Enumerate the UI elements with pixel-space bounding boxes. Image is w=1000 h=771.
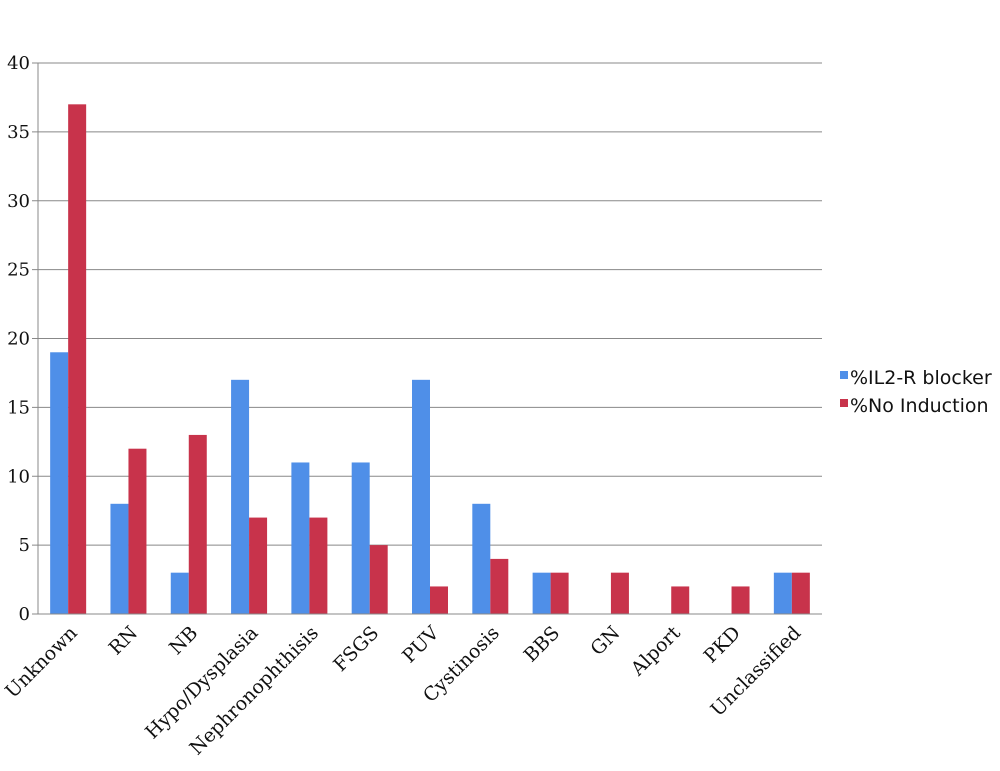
bar-il2r-blocker — [351, 462, 370, 614]
bar-no-induction — [249, 517, 268, 614]
x-tick-labels: Unknown RN NBHypo/DysplasiaNephronophthisi… — [1, 622, 805, 760]
axes — [32, 62, 822, 615]
y-tick-label: 30 — [7, 191, 30, 212]
y-tick-label: 35 — [7, 122, 30, 143]
y-tick-label: 5 — [19, 535, 30, 556]
bar-il2r-blocker — [50, 352, 69, 614]
y-tick-label: 10 — [7, 466, 30, 487]
y-tick-labels: 0 5 10 15 20 25 30 35 40 — [7, 53, 30, 625]
x-tick-label: Hypo/Dysplasia — [141, 622, 262, 743]
bar-no-induction — [188, 434, 207, 614]
bar-no-induction — [430, 586, 448, 614]
bar-no-induction — [791, 572, 810, 614]
x-tick-label: Alport — [626, 622, 685, 681]
legend-label: %IL2-R blocker — [850, 367, 992, 389]
x-tick-label: PKD — [700, 622, 745, 667]
bar-il2r-blocker — [291, 462, 310, 614]
y-tick-label: 0 — [19, 604, 30, 625]
y-tick-label: 15 — [7, 397, 30, 418]
bar-il2r-blocker — [532, 572, 551, 614]
x-tick-label: Unknown — [1, 622, 82, 703]
bar-no-induction — [68, 104, 87, 614]
x-tick-label: GN — [586, 622, 624, 660]
x-tick-label: PUV — [398, 622, 444, 668]
bar-no-induction — [731, 586, 750, 614]
bar-il2r-blocker — [472, 503, 491, 614]
bar-no-induction — [309, 517, 328, 614]
x-tick-label: RN — [105, 622, 142, 659]
x-tick-label: NB — [165, 622, 202, 659]
bar-il2r-blocker — [170, 572, 189, 614]
y-tick-label: 40 — [7, 53, 30, 74]
y-tick-label: 20 — [7, 329, 30, 350]
bars — [50, 104, 810, 614]
bar-no-induction — [550, 572, 569, 614]
y-tick-label: 25 — [7, 260, 30, 281]
bar-il2r-blocker — [412, 379, 430, 614]
bar-no-induction — [128, 448, 147, 614]
bar-no-induction — [369, 545, 388, 614]
legend: %IL2-R blocker %No Induction — [840, 367, 992, 417]
bar-il2r-blocker — [773, 572, 792, 614]
x-tick-label: BBS — [520, 622, 565, 667]
bar-il2r-blocker — [110, 503, 129, 614]
x-tick-label: FSGS — [329, 622, 383, 676]
bar-il2r-blocker — [231, 379, 250, 614]
legend-swatch — [840, 371, 848, 379]
legend-label: %No Induction — [850, 395, 989, 417]
legend-swatch — [840, 399, 848, 407]
bar-no-induction — [610, 572, 629, 614]
bar-no-induction — [490, 558, 509, 614]
bar-no-induction — [671, 586, 690, 614]
